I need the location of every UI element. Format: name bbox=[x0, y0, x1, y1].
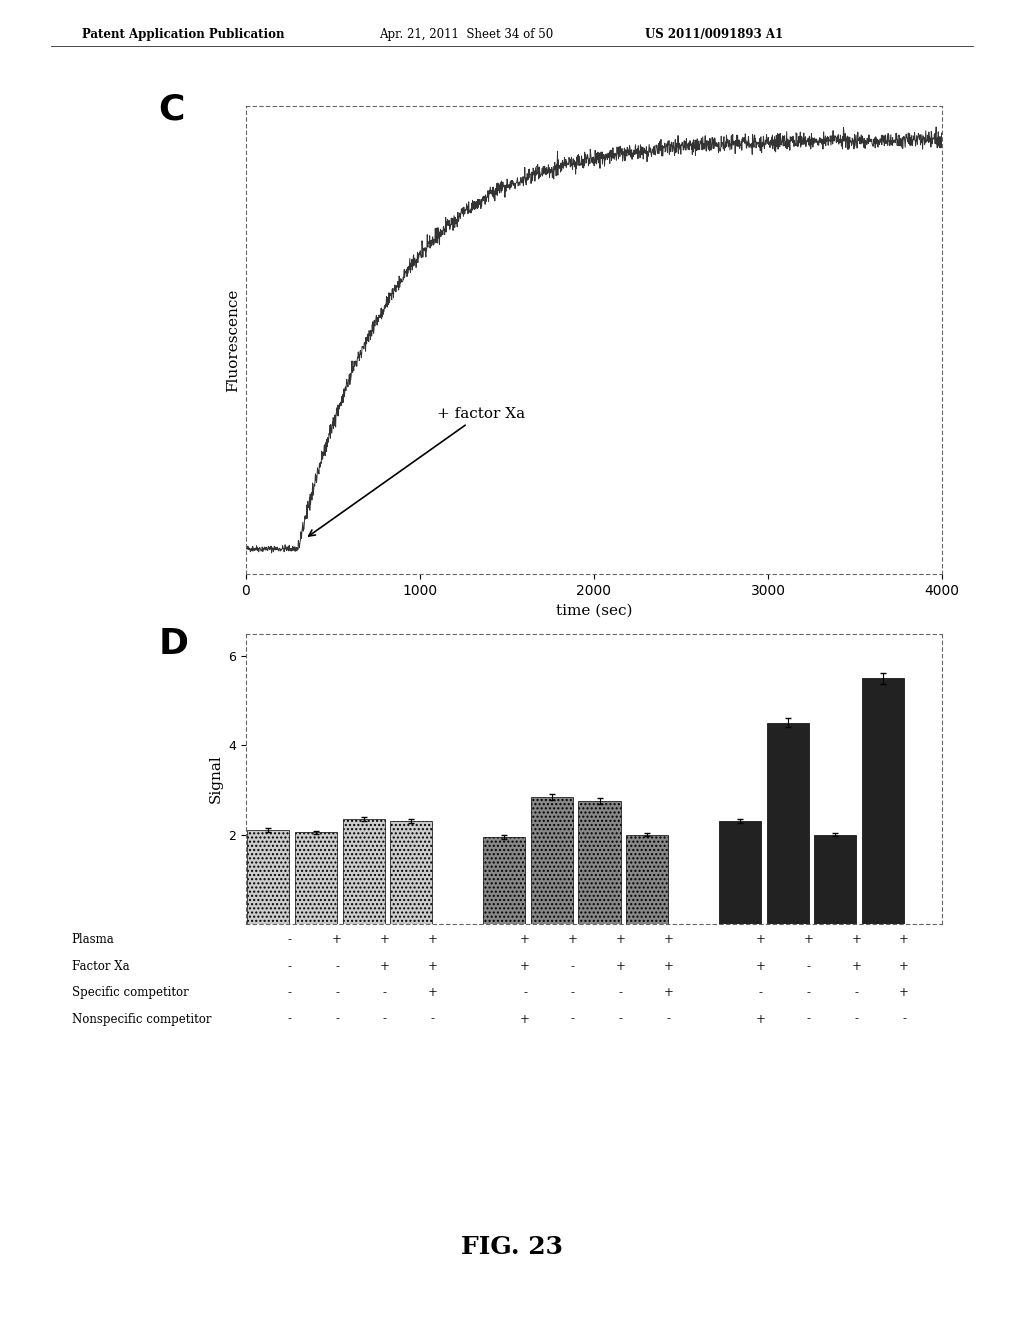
Bar bbox=[390, 821, 432, 924]
Text: -: - bbox=[807, 986, 811, 999]
Text: -: - bbox=[667, 1012, 671, 1026]
Text: -: - bbox=[618, 986, 623, 999]
Text: +: + bbox=[568, 933, 578, 946]
Text: -: - bbox=[759, 986, 763, 999]
Text: +: + bbox=[664, 960, 673, 973]
Text: Factor Xa: Factor Xa bbox=[72, 960, 129, 973]
Text: -: - bbox=[430, 1012, 434, 1026]
Text: +: + bbox=[428, 986, 437, 999]
Bar bbox=[719, 821, 761, 924]
Bar bbox=[767, 723, 809, 924]
Text: Specific competitor: Specific competitor bbox=[72, 986, 188, 999]
Text: +: + bbox=[899, 933, 909, 946]
Text: Apr. 21, 2011  Sheet 34 of 50: Apr. 21, 2011 Sheet 34 of 50 bbox=[379, 28, 553, 41]
Bar bbox=[295, 833, 337, 924]
Text: -: - bbox=[854, 986, 858, 999]
Text: + factor Xa: + factor Xa bbox=[308, 407, 525, 536]
Text: +: + bbox=[664, 986, 673, 999]
Text: FIG. 23: FIG. 23 bbox=[461, 1236, 563, 1259]
Text: -: - bbox=[570, 960, 574, 973]
Y-axis label: Fluorescence: Fluorescence bbox=[226, 288, 241, 392]
Text: +: + bbox=[852, 933, 861, 946]
Text: +: + bbox=[756, 960, 766, 973]
Bar bbox=[530, 797, 572, 924]
Text: +: + bbox=[899, 960, 909, 973]
Text: +: + bbox=[520, 960, 530, 973]
Text: +: + bbox=[852, 960, 861, 973]
Text: -: - bbox=[288, 933, 291, 946]
Text: -: - bbox=[335, 960, 339, 973]
Text: D: D bbox=[159, 627, 188, 661]
Text: +: + bbox=[804, 933, 814, 946]
Text: -: - bbox=[523, 986, 527, 999]
Text: +: + bbox=[756, 1012, 766, 1026]
Text: -: - bbox=[288, 960, 291, 973]
Text: +: + bbox=[332, 933, 342, 946]
Bar bbox=[862, 678, 904, 924]
Text: -: - bbox=[570, 1012, 574, 1026]
Text: -: - bbox=[383, 986, 387, 999]
Bar bbox=[483, 837, 525, 924]
Text: +: + bbox=[899, 986, 909, 999]
Text: +: + bbox=[380, 933, 390, 946]
Bar bbox=[343, 818, 385, 924]
Text: +: + bbox=[615, 933, 626, 946]
Text: +: + bbox=[520, 933, 530, 946]
Text: US 2011/0091893 A1: US 2011/0091893 A1 bbox=[645, 28, 783, 41]
Text: -: - bbox=[807, 960, 811, 973]
Text: +: + bbox=[615, 960, 626, 973]
Text: -: - bbox=[618, 1012, 623, 1026]
Text: -: - bbox=[288, 1012, 291, 1026]
Text: +: + bbox=[664, 933, 673, 946]
Text: -: - bbox=[288, 986, 291, 999]
Text: Plasma: Plasma bbox=[72, 933, 115, 946]
Text: -: - bbox=[902, 1012, 906, 1026]
Text: +: + bbox=[428, 960, 437, 973]
Bar bbox=[579, 801, 621, 924]
Bar bbox=[247, 830, 290, 924]
Text: +: + bbox=[380, 960, 390, 973]
Text: -: - bbox=[335, 986, 339, 999]
Text: Patent Application Publication: Patent Application Publication bbox=[82, 28, 285, 41]
Text: -: - bbox=[335, 1012, 339, 1026]
Text: +: + bbox=[428, 933, 437, 946]
Y-axis label: Signal: Signal bbox=[209, 755, 222, 803]
Text: Nonspecific competitor: Nonspecific competitor bbox=[72, 1012, 211, 1026]
Text: -: - bbox=[854, 1012, 858, 1026]
Text: +: + bbox=[520, 1012, 530, 1026]
Text: +: + bbox=[756, 933, 766, 946]
Text: C: C bbox=[159, 92, 185, 127]
X-axis label: time (sec): time (sec) bbox=[556, 603, 632, 618]
Bar bbox=[627, 834, 669, 924]
Text: -: - bbox=[807, 1012, 811, 1026]
Text: -: - bbox=[383, 1012, 387, 1026]
Text: -: - bbox=[570, 986, 574, 999]
Bar bbox=[814, 834, 856, 924]
